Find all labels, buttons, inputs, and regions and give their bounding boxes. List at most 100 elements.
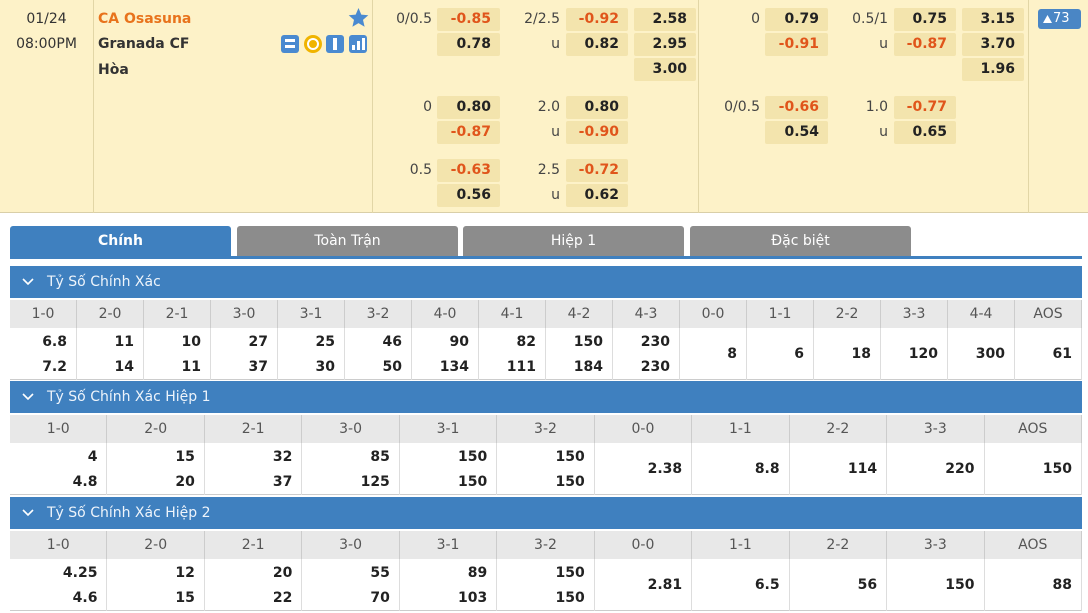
handicap-odds[interactable]: -0.91 — [765, 33, 828, 56]
score-odds[interactable]: 150 — [555, 449, 585, 465]
over-under-odds[interactable]: 0.80 — [566, 96, 628, 119]
score-odds[interactable]: 55 — [370, 565, 390, 581]
handicap-odds[interactable]: 0.79 — [765, 8, 828, 31]
handicap-odds[interactable]: -0.85 — [437, 8, 500, 31]
score-odds[interactable]: 8.8 — [754, 461, 780, 477]
score-odds[interactable]: 85 — [370, 449, 390, 465]
score-odds[interactable]: 8 — [727, 346, 737, 362]
score-odds[interactable]: 2.38 — [647, 461, 683, 477]
score-odds[interactable]: 125 — [360, 474, 390, 490]
over-under-odds[interactable]: 0.82 — [566, 33, 628, 56]
score-odds[interactable]: 150 — [555, 565, 585, 581]
over-under-odds[interactable]: -0.92 — [566, 8, 628, 31]
icon-bar[interactable] — [280, 34, 372, 54]
score-odds[interactable]: 46 — [382, 334, 402, 350]
score-odds[interactable]: 220 — [945, 461, 975, 477]
handicap-odds[interactable]: 0.78 — [437, 33, 500, 56]
section-header[interactable]: Tỷ Số Chính Xác Hiệp 1 — [10, 381, 1082, 413]
tab[interactable]: Đặc biệt — [690, 226, 911, 256]
match-odds[interactable]: 3.00 — [634, 58, 696, 81]
score-odds[interactable]: 7.2 — [42, 359, 67, 375]
score-odds[interactable]: 6.5 — [754, 577, 780, 593]
score-odds[interactable]: 120 — [908, 346, 938, 362]
handicap-odds[interactable]: 0.56 — [437, 184, 500, 207]
score-odds[interactable]: 150 — [458, 449, 488, 465]
score-odds[interactable]: 230 — [640, 359, 670, 375]
score-odds[interactable]: 15 — [175, 590, 195, 606]
tab[interactable]: Toàn Trận — [237, 226, 458, 256]
score-odds[interactable]: 111 — [506, 359, 536, 375]
cell-border — [880, 328, 881, 380]
score-odds[interactable]: 32 — [272, 449, 293, 465]
score-odds[interactable]: 150 — [573, 334, 603, 350]
handicap-odds[interactable]: 0.80 — [437, 96, 500, 119]
over-under-odds[interactable]: 0.75 — [894, 8, 956, 31]
score-odds[interactable]: 114 — [847, 461, 878, 477]
score-odds[interactable]: 18 — [851, 346, 871, 362]
over-under-odds[interactable]: 0.65 — [894, 121, 956, 144]
more-count[interactable]: 73 — [1053, 11, 1070, 26]
section-header[interactable]: Tỷ Số Chính Xác — [10, 266, 1082, 298]
score-odds[interactable]: 89 — [467, 565, 488, 581]
score-odds[interactable]: 61 — [1052, 346, 1072, 362]
score-odds[interactable]: 37 — [248, 359, 268, 375]
score-odds[interactable]: 103 — [458, 590, 488, 606]
score-odds[interactable]: 300 — [975, 346, 1005, 362]
over-under-odds[interactable]: 0.62 — [566, 184, 628, 207]
match-odds[interactable]: 3.15 — [962, 8, 1024, 31]
over-under-odds[interactable]: -0.77 — [894, 96, 956, 119]
favorite-star[interactable] — [348, 7, 369, 28]
score-odds[interactable]: 150 — [458, 474, 488, 490]
score-odds[interactable]: 4.6 — [72, 590, 98, 606]
tab[interactable]: Chính — [10, 226, 231, 256]
score-odds[interactable]: 88 — [1052, 577, 1072, 593]
score-odds[interactable]: 11 — [114, 334, 134, 350]
score-odds[interactable]: 20 — [272, 565, 293, 581]
score-odds[interactable]: 30 — [315, 359, 335, 375]
score-odds[interactable]: 56 — [857, 577, 878, 593]
score-odds[interactable]: 12 — [175, 565, 195, 581]
score-odds[interactable]: 150 — [945, 577, 975, 593]
score-odds[interactable]: 70 — [370, 590, 390, 606]
match-odds[interactable]: 1.96 — [962, 58, 1024, 81]
score-odds[interactable]: 150 — [555, 590, 585, 606]
score-odds[interactable]: 4 — [87, 449, 98, 465]
tab[interactable]: Hiệp 1 — [463, 226, 684, 256]
over-under-odds[interactable]: -0.90 — [566, 121, 628, 144]
handicap-odds[interactable]: -0.66 — [765, 96, 828, 119]
score-odds[interactable]: 11 — [181, 359, 201, 375]
score-odds[interactable]: 50 — [382, 359, 402, 375]
handicap-odds[interactable]: -0.63 — [437, 159, 500, 182]
handicap-odds[interactable]: 0.54 — [765, 121, 828, 144]
score-odds[interactable]: 6.8 — [42, 334, 67, 350]
match-odds[interactable]: 3.70 — [962, 33, 1024, 56]
score-odds[interactable]: 10 — [181, 334, 201, 350]
score-odds[interactable]: 37 — [272, 474, 293, 490]
score-odds[interactable]: 4.8 — [72, 474, 98, 490]
home-team[interactable]: CA Osasuna — [98, 11, 192, 27]
over-under-odds[interactable]: -0.87 — [894, 33, 956, 56]
score-odds[interactable]: 22 — [272, 590, 293, 606]
away-team[interactable]: Granada CF — [98, 36, 190, 52]
score-odds[interactable]: 20 — [175, 474, 195, 490]
more-button[interactable]: 73 — [1038, 9, 1081, 29]
score-odds[interactable]: 134 — [439, 359, 469, 375]
score-odds[interactable]: 6 — [794, 346, 804, 362]
score-odds[interactable]: 15 — [175, 449, 195, 465]
score-odds[interactable]: 184 — [573, 359, 603, 375]
score-odds[interactable]: 2.81 — [647, 577, 683, 593]
section-header[interactable]: Tỷ Số Chính Xác Hiệp 2 — [10, 497, 1082, 529]
match-odds[interactable]: 2.58 — [634, 8, 696, 31]
score-odds[interactable]: 230 — [640, 334, 670, 350]
over-under-odds[interactable]: -0.72 — [566, 159, 628, 182]
score-odds[interactable]: 82 — [516, 334, 536, 350]
score-odds[interactable]: 150 — [1042, 461, 1072, 477]
handicap-odds[interactable]: -0.87 — [437, 121, 500, 144]
match-odds[interactable]: 2.95 — [634, 33, 696, 56]
score-odds[interactable]: 4.25 — [62, 565, 98, 581]
score-odds[interactable]: 27 — [248, 334, 268, 350]
score-odds[interactable]: 14 — [114, 359, 134, 375]
score-odds[interactable]: 90 — [449, 334, 469, 350]
score-odds[interactable]: 150 — [555, 474, 585, 490]
score-odds[interactable]: 25 — [315, 334, 335, 350]
